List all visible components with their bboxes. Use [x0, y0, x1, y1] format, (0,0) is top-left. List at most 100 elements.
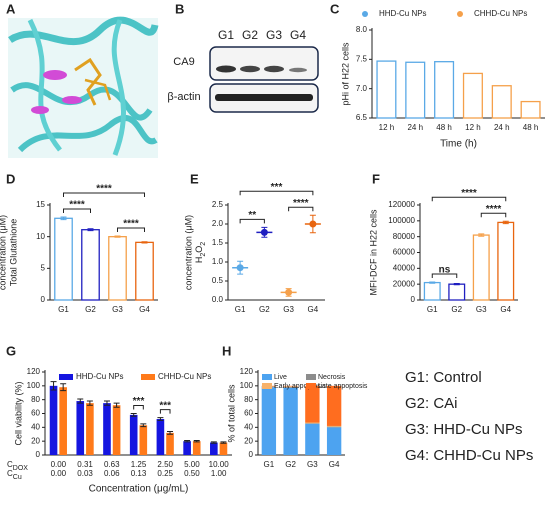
- error-bar: [86, 400, 93, 406]
- error-bar: [140, 423, 147, 428]
- significance-label: ***: [271, 182, 283, 193]
- bar: [59, 387, 67, 455]
- error-bar: [167, 430, 174, 435]
- significance-bracket: [239, 218, 265, 224]
- y-axis-label: Cell viability (%): [13, 381, 23, 445]
- x-tick-label: 1.25: [131, 460, 147, 469]
- row-label: CDOX: [7, 460, 28, 472]
- x-tick-label: 12 h: [379, 123, 395, 132]
- x-tick-label: G4: [329, 460, 340, 469]
- bar: [497, 221, 515, 301]
- y-axis-label: H2O2: [194, 242, 207, 263]
- significance-bracket: [288, 206, 314, 212]
- y-axis-label: concentration (μM): [0, 215, 7, 290]
- x-tick-label: 24 h: [494, 123, 510, 132]
- bar-segment: [305, 423, 320, 424]
- error-bar: [103, 400, 110, 406]
- y-tick-label: 0.5: [212, 276, 224, 285]
- panel-label: G: [6, 343, 16, 358]
- row-label: CA9: [173, 56, 194, 68]
- bar: [81, 229, 100, 301]
- error-bar: [130, 413, 137, 417]
- bar: [210, 442, 218, 455]
- significance-bracket: [133, 405, 144, 410]
- legend-label: Early appoptosis: [274, 383, 326, 390]
- panel-label: E: [190, 171, 199, 186]
- y-tick-label: 2.5: [212, 200, 224, 209]
- error-bar: [113, 402, 120, 408]
- significance-bracket: [63, 208, 91, 214]
- error-bar: [157, 417, 164, 421]
- y-tick-label: 100000: [388, 216, 415, 225]
- legend-swatch: [306, 374, 316, 380]
- protein-structure: [8, 16, 159, 158]
- western-blot: G1 G2 G3 G4 CA9 β-actin: [167, 28, 319, 113]
- bar: [491, 85, 512, 119]
- x-tick-label: 0.00: [51, 469, 67, 478]
- bar-segment: [283, 386, 298, 387]
- bar: [76, 401, 85, 455]
- error-bar: [193, 439, 200, 443]
- y-tick-label: 0: [36, 450, 41, 459]
- y-tick-label: 6.5: [356, 113, 368, 122]
- x-tick-label: 0.31: [77, 460, 93, 469]
- significance-bracket: [63, 192, 145, 198]
- legend-label: HHD-Cu NPs: [379, 9, 427, 18]
- x-tick-label: 0.50: [184, 469, 200, 478]
- bar: [54, 217, 73, 301]
- group-key: G3: HHD-Cu NPs: [405, 421, 523, 438]
- y-tick-label: 80: [31, 395, 40, 404]
- y-tick-label: 100: [240, 381, 254, 390]
- y-axis-label: % of total cells: [226, 384, 236, 443]
- x-tick-label: G1: [427, 305, 438, 314]
- text-part: C: [7, 460, 13, 469]
- x-tick-label: G4: [139, 305, 150, 314]
- y-tick-label: 40: [244, 422, 253, 431]
- legend-label: HHD-Cu NPs: [76, 372, 124, 381]
- y-tick-label: 10: [36, 232, 45, 241]
- error-bar: [60, 383, 67, 392]
- x-tick-label: G1: [235, 305, 246, 314]
- legend-label: CHHD-Cu NPs: [474, 9, 527, 18]
- x-tick-label: 0.06: [104, 469, 120, 478]
- row-label: CCu: [7, 469, 22, 481]
- significance-bracket: [117, 227, 145, 233]
- y-tick-label: 120: [27, 367, 41, 376]
- y-tick-label: 100: [27, 381, 41, 390]
- panel-label: H: [222, 343, 231, 358]
- group-key: G4: CHHD-Cu NPs: [405, 447, 533, 464]
- error-bar: [237, 260, 244, 275]
- panel-label: B: [175, 1, 184, 16]
- x-tick-label: G3: [307, 460, 318, 469]
- panel-label: D: [6, 171, 15, 186]
- bar: [520, 100, 541, 119]
- bar-segment: [326, 427, 342, 455]
- significance-bracket: [239, 190, 314, 196]
- bar: [219, 442, 228, 455]
- y-tick-label: 0: [41, 295, 46, 304]
- y-axis-label: MFI-DCF in H22 cells: [368, 209, 378, 296]
- axis-line: [227, 203, 325, 301]
- x-tick-label: 1.00: [211, 469, 227, 478]
- x-tick-label: 10.00: [209, 460, 230, 469]
- y-tick-label: 60: [244, 409, 253, 418]
- significance-bracket: [159, 409, 171, 414]
- text-part: H: [194, 257, 204, 264]
- bar: [49, 385, 58, 455]
- x-tick-label: G2: [85, 305, 96, 314]
- x-tick-label: G3: [476, 305, 487, 314]
- bar-segment: [283, 386, 298, 388]
- bar: [156, 419, 165, 455]
- legend-label: CHHD-Cu NPs: [158, 372, 211, 381]
- legend-swatch: [306, 383, 316, 389]
- error-bar: [453, 283, 460, 286]
- x-axis-label: Concentration (μg/mL): [89, 484, 189, 495]
- error-bar: [220, 441, 227, 444]
- x-tick-label: G1: [264, 460, 275, 469]
- error-bar: [261, 226, 268, 238]
- significance-bracket: [480, 212, 507, 218]
- x-tick-label: G2: [259, 305, 270, 314]
- x-axis-label: Time (h): [440, 139, 477, 150]
- y-tick-label: 20000: [393, 279, 416, 288]
- y-tick-label: 0: [411, 295, 416, 304]
